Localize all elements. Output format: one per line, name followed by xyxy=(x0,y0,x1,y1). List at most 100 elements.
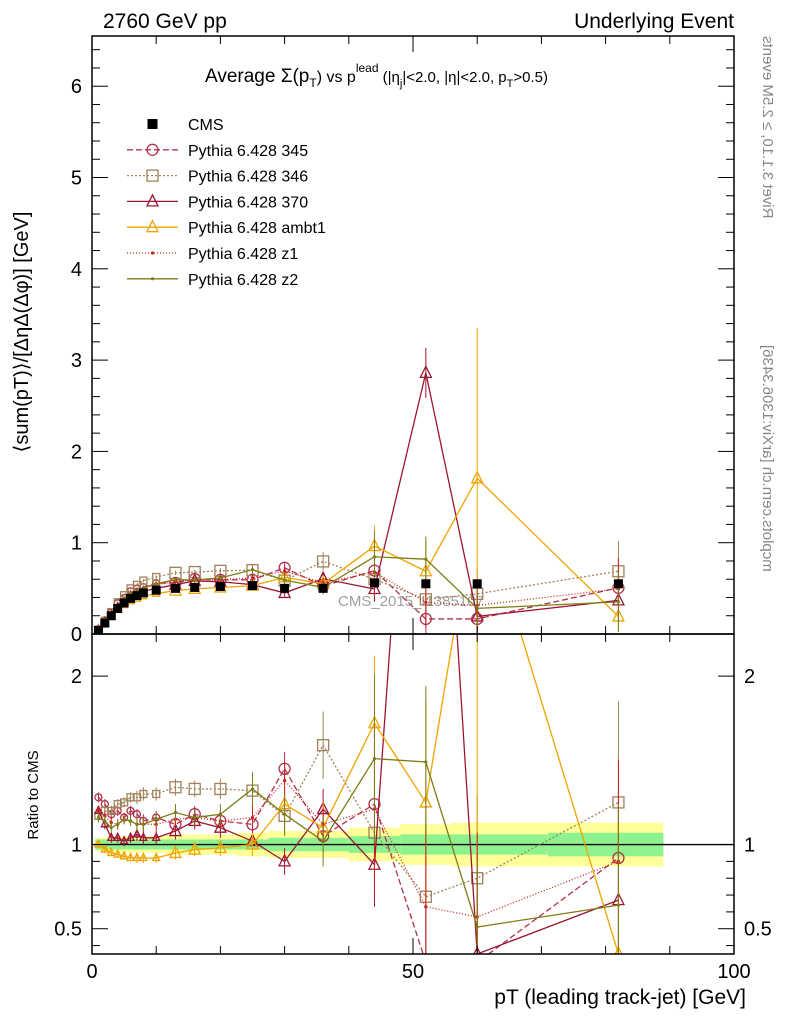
marker-square xyxy=(188,782,201,796)
x-axis-label: pT (leading track-jet) [GeV] xyxy=(494,986,746,1009)
marker-dot xyxy=(424,600,428,604)
marker-triangle xyxy=(125,831,136,841)
marker-dot xyxy=(372,757,377,761)
marker-triangle xyxy=(419,364,433,379)
series-main-5 xyxy=(96,531,621,632)
legend-label: Pythia 6.428 346 xyxy=(188,169,308,186)
marker-circle xyxy=(472,957,483,968)
legend-label: Pythia 6.428 ambt1 xyxy=(188,220,326,237)
marker-triangle xyxy=(113,831,123,841)
cms-point xyxy=(113,603,123,613)
cms-data-points xyxy=(93,578,623,634)
legend-label: Pythia 6.428 370 xyxy=(188,194,308,211)
marker-triangle xyxy=(138,831,148,841)
title-sub-j: j xyxy=(399,78,402,90)
cms-point xyxy=(369,578,379,588)
marker-dot xyxy=(250,815,255,820)
cms-point xyxy=(126,593,136,603)
rivet-version-text: Rivet 3.1.10, ≥ 2.5M events xyxy=(759,36,776,219)
series-line-ratio xyxy=(98,743,619,898)
marker-dot xyxy=(475,606,479,610)
y-tick-label-main: 3 xyxy=(71,350,82,372)
y-axis-label-ratio: Ratio to CMS xyxy=(25,750,42,839)
marker-dot xyxy=(321,839,325,843)
marker-triangle xyxy=(614,946,623,954)
marker-triangle xyxy=(188,841,202,855)
y-tick-label-main: 1 xyxy=(71,533,82,555)
marker-dot xyxy=(173,578,178,582)
marker-triangle xyxy=(125,852,136,862)
legend-label: Pythia 6.428 345 xyxy=(188,143,308,160)
marker-dot xyxy=(173,810,178,815)
marker-dot xyxy=(150,277,155,281)
y-tick-label-ratio: 0.5 xyxy=(54,919,82,941)
marker-dot xyxy=(135,822,139,826)
marker-square xyxy=(169,781,182,794)
marker-dot xyxy=(150,251,155,255)
cms-point xyxy=(613,579,623,589)
marker-circle xyxy=(126,806,135,815)
header-right: Underlying Event xyxy=(574,10,734,33)
mcplots-source-text: mcplots.cern.ch [arXiv:1306.3436] xyxy=(759,345,776,572)
y-tick-label-main: 4 xyxy=(71,259,82,281)
marker-triangle xyxy=(119,835,129,845)
series-ratio-0 xyxy=(94,719,625,968)
cms-point xyxy=(280,583,290,593)
cms-point xyxy=(190,582,200,592)
chart-title: Average Σ(pT) vs plead (|ηj|<2.0, |η|<2.… xyxy=(205,61,548,90)
y-axis-label-main: ⟨sum(pT)⟩/[ΔηΔ(Δφ)] [GeV] xyxy=(11,212,33,453)
marker-triangle xyxy=(470,470,484,484)
marker-square xyxy=(152,572,161,582)
marker-triangle xyxy=(119,850,129,860)
marker-triangle xyxy=(106,831,116,841)
series-line-ratio xyxy=(98,634,620,954)
marker-square xyxy=(139,789,148,799)
plot-layer: 0 50 100 0 1 2 3 4 5 6 0.5 0.5 1 1 2 2 CMS Pythia 6.428 3… xyxy=(54,35,772,983)
marker-triangle xyxy=(278,853,292,867)
marker-dot xyxy=(154,582,158,586)
marker-dot xyxy=(128,819,133,823)
marker-dot xyxy=(250,576,255,580)
marker-dot xyxy=(616,903,621,907)
marker-triangle xyxy=(151,831,161,841)
cms-point xyxy=(93,625,103,634)
marker-square xyxy=(316,739,330,752)
legend: CMS Pythia 6.428 345 Pythia 6.428 346 Pythi… xyxy=(127,117,326,289)
title-sub-t2: T xyxy=(507,78,514,90)
marker-square xyxy=(152,789,161,799)
title-part-e: >0.5) xyxy=(513,69,548,86)
marker-triangle xyxy=(168,844,183,859)
marker-dot xyxy=(154,817,158,821)
marker-triangle xyxy=(213,819,227,833)
legend-cms-label: CMS xyxy=(188,117,224,134)
marker-square xyxy=(119,798,129,807)
marker-dot xyxy=(109,826,113,830)
marker-triangle xyxy=(473,946,482,954)
marker-circle xyxy=(146,143,159,156)
marker-dot xyxy=(424,557,428,561)
series-ratio-5 xyxy=(96,674,621,954)
cms-point xyxy=(119,598,129,608)
marker-dot xyxy=(96,815,101,820)
title-sub-t: T xyxy=(309,76,317,90)
cms-point xyxy=(248,581,257,591)
marker-square xyxy=(146,169,159,182)
legend-cms-marker xyxy=(147,119,158,129)
y-tick-label-ratio: 2 xyxy=(71,666,82,688)
marker-triangle xyxy=(113,848,123,858)
title-part-b: ) vs p xyxy=(317,69,356,86)
title-sup-lead: lead xyxy=(356,61,379,75)
marker-triangle xyxy=(145,219,160,233)
marker-dot xyxy=(616,600,621,604)
cms-point xyxy=(100,618,110,628)
cms-point xyxy=(138,588,148,598)
marker-square xyxy=(139,576,148,585)
cms-point xyxy=(472,579,482,589)
marker-triangle xyxy=(93,838,103,848)
marker-triangle xyxy=(168,823,183,837)
marker-triangle xyxy=(132,828,142,838)
marker-dot xyxy=(116,822,120,826)
marker-triangle xyxy=(132,852,142,862)
y-tick-label-ratio-right: 2 xyxy=(744,666,755,688)
